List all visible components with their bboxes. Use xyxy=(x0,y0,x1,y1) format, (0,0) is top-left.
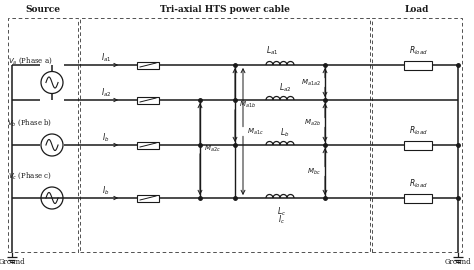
Text: $I_c$: $I_c$ xyxy=(278,214,285,226)
Bar xyxy=(137,194,159,201)
Text: $M_{a1c}$: $M_{a1c}$ xyxy=(247,126,264,137)
Text: Ground: Ground xyxy=(0,258,25,266)
Text: Ground: Ground xyxy=(445,258,471,266)
Text: $M_{bc}$: $M_{bc}$ xyxy=(307,166,321,177)
Text: $V_a$ (Phase a): $V_a$ (Phase a) xyxy=(8,55,52,66)
Text: $L_{a2}$: $L_{a2}$ xyxy=(279,82,291,94)
Text: $M_{a2c}$: $M_{a2c}$ xyxy=(204,144,221,154)
Text: $L_c$: $L_c$ xyxy=(277,206,287,218)
Text: $L_b$: $L_b$ xyxy=(280,127,290,139)
Text: $L_{a1}$: $L_{a1}$ xyxy=(266,45,278,57)
Bar xyxy=(137,62,159,69)
Bar xyxy=(80,18,370,252)
Text: $M_{a1b}$: $M_{a1b}$ xyxy=(239,100,256,110)
Bar xyxy=(404,194,432,202)
Text: $M_{a2b}$: $M_{a2b}$ xyxy=(304,117,321,128)
Text: $I_{a2}$: $I_{a2}$ xyxy=(101,87,111,99)
Text: $I_b$: $I_b$ xyxy=(102,185,109,197)
Text: $I_b$: $I_b$ xyxy=(102,132,109,144)
Bar xyxy=(404,60,432,69)
Text: $R_{load}$: $R_{load}$ xyxy=(409,178,428,190)
Text: $R_{load}$: $R_{load}$ xyxy=(409,45,428,57)
Text: $V_c$ (Phase c): $V_c$ (Phase c) xyxy=(8,171,52,181)
Bar xyxy=(137,141,159,149)
Text: $I_{a1}$: $I_{a1}$ xyxy=(101,52,111,64)
Text: $R_{load}$: $R_{load}$ xyxy=(409,125,428,137)
Bar xyxy=(404,140,432,150)
Text: Tri-axial HTS power cable: Tri-axial HTS power cable xyxy=(160,5,290,15)
Bar xyxy=(8,18,78,252)
Text: $M_{a1a2}$: $M_{a1a2}$ xyxy=(301,77,321,87)
Bar xyxy=(137,96,159,103)
Text: Load: Load xyxy=(405,5,429,15)
Bar xyxy=(372,18,462,252)
Text: $V_b$ (Phase b): $V_b$ (Phase b) xyxy=(8,118,53,128)
Text: Source: Source xyxy=(26,5,61,15)
